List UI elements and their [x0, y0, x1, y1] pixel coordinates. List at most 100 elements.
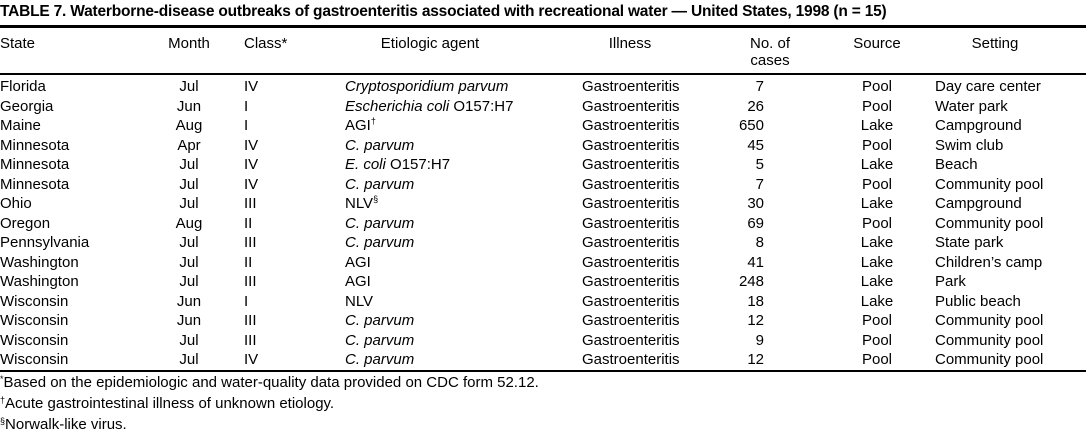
cell-state: Wisconsin — [0, 351, 69, 368]
cell-illness: Gastroenteritis — [582, 273, 680, 290]
cell-class: IV — [244, 351, 259, 368]
table-row: Wisconsin Jul III C. parvum Gastroenteritis 9… — [0, 331, 1086, 351]
table-row: Maine Aug I AGI† Gastroenteritis 650 Lake Campg… — [0, 116, 1086, 136]
cell-illness: Gastroenteritis — [582, 117, 680, 134]
cell-setting: Community pool — [935, 175, 1044, 193]
cell-class: I — [244, 97, 249, 115]
header-rule — [0, 73, 1086, 75]
cell-setting: State park — [935, 234, 1004, 251]
cell-state: Florida — [0, 78, 46, 95]
agent-plain: NLV — [345, 195, 374, 212]
cell-agent: Cryptosporidium parvum — [345, 77, 508, 97]
table-row: Minnesota Apr IV C. parvum Gastroenteritis 45… — [0, 136, 1086, 156]
cell-source: Pool — [861, 351, 893, 368]
agent-italic: Escherichia coli — [345, 97, 450, 115]
cell-setting: Day care center — [935, 78, 1041, 95]
cell-month: Jul — [179, 78, 199, 95]
cell-source: Lake — [860, 234, 894, 251]
cell-month: Jun — [176, 312, 202, 329]
cell-state: Wisconsin — [0, 292, 69, 310]
cell-agent: C. parvum — [345, 233, 414, 253]
header-row: State Month Class* Etiologic agent Illne… — [0, 34, 1086, 69]
cell-state: Minnesota — [0, 175, 70, 193]
cell-agent: AGI — [345, 253, 371, 273]
header-cases-line2: cases — [750, 52, 790, 69]
cell-class: III — [244, 234, 257, 251]
agent-plain: NLV — [345, 292, 374, 310]
cell-source: Pool — [861, 214, 893, 232]
cell-cases: 248 — [738, 273, 764, 290]
cell-illness: Gastroenteritis — [582, 97, 680, 115]
header-source: Source — [853, 35, 901, 52]
table-title: TABLE 7. Waterborne-disease outbreaks of… — [0, 3, 887, 20]
cell-state: Ohio — [0, 195, 32, 212]
table-row: Minnesota Jul IV E. coli O157:H7 Gastroenter… — [0, 155, 1086, 175]
cell-illness: Gastroenteritis — [582, 175, 680, 193]
agent-italic: C. parvum — [345, 214, 415, 232]
cell-source: Lake — [860, 253, 894, 271]
table-row: Pennsylvania Jul III C. parvum Gastroenterit… — [0, 233, 1086, 253]
cell-state: Wisconsin — [0, 312, 69, 329]
header-setting: Setting — [971, 35, 1019, 52]
cell-agent: C. parvum — [345, 214, 414, 234]
table-row: Minnesota Jul IV C. parvum Gastroenteritis 7 P… — [0, 175, 1086, 195]
cell-source: Pool — [861, 136, 893, 154]
cell-class: III — [244, 195, 257, 212]
table-row: Washington Jul II AGI Gastroenteritis 41 Lake C… — [0, 253, 1086, 273]
cell-source: Pool — [861, 78, 893, 95]
agent-italic: Cryptosporidium parvum — [345, 78, 509, 95]
cell-illness: Gastroenteritis — [582, 156, 680, 173]
header-cases: No. of cases — [740, 35, 800, 69]
cell-class: III — [244, 331, 257, 349]
cell-setting: Community pool — [935, 331, 1044, 349]
cell-state: Minnesota — [0, 156, 70, 173]
table-row: Ohio Jul III NLV§ Gastroenteritis 30 Lake Campg… — [0, 194, 1086, 214]
table-row: Wisconsin Jun I NLV Gastroenteritis 18 Lake Pub… — [0, 292, 1086, 312]
cell-setting: Campground — [935, 195, 1022, 212]
cell-setting: Children’s camp — [935, 253, 1043, 271]
cell-illness: Gastroenteritis — [582, 214, 680, 232]
agent-plain: O157:H7 — [449, 97, 514, 115]
cell-state: Minnesota — [0, 136, 70, 154]
cell-source: Lake — [860, 273, 894, 290]
cell-month: Jul — [179, 175, 199, 193]
cell-month: Aug — [175, 214, 203, 232]
agent-italic: C. parvum — [345, 331, 415, 349]
cell-month: Jul — [179, 273, 199, 290]
table-row: Georgia Jun I Escherichia coli O157:H7 Gastr… — [0, 97, 1086, 117]
cell-state: Washington — [0, 253, 79, 271]
header-month: Month — [168, 35, 210, 52]
agent-plain: AGI — [345, 253, 371, 271]
cell-agent: C. parvum — [345, 136, 414, 156]
cell-setting: Community pool — [935, 351, 1044, 368]
cell-month: Jul — [179, 195, 199, 212]
footnote-mark: † — [0, 395, 6, 405]
cell-agent: C. parvum — [345, 350, 414, 370]
cell-cases: 9 — [755, 331, 764, 349]
cell-month: Jul — [179, 156, 199, 173]
agent-plain: AGI — [345, 117, 371, 134]
cell-agent: C. parvum — [345, 175, 414, 195]
cell-agent: C. parvum — [345, 331, 414, 351]
cell-cases: 30 — [747, 195, 764, 212]
cell-illness: Gastroenteritis — [582, 234, 680, 251]
cell-month: Apr — [177, 136, 201, 154]
cell-cases: 5 — [755, 156, 764, 173]
agent-plain: AGI — [345, 273, 371, 290]
cell-class: III — [244, 312, 257, 329]
cell-month: Jul — [179, 331, 199, 349]
footnote: §Norwalk-like virus. — [0, 416, 127, 433]
table-row: Washington Jul III AGI Gastroenteritis 248 Lak… — [0, 272, 1086, 292]
cell-cases: 7 — [755, 175, 764, 193]
cell-illness: Gastroenteritis — [582, 331, 680, 349]
cell-illness: Gastroenteritis — [582, 351, 680, 368]
cell-agent: Escherichia coli O157:H7 — [345, 97, 513, 117]
cell-agent: AGI† — [345, 116, 376, 136]
cell-class: IV — [244, 156, 259, 173]
cell-class: I — [244, 117, 249, 134]
cell-month: Aug — [175, 117, 203, 134]
footnote-mark: * — [0, 374, 4, 384]
header-illness: Illness — [608, 35, 652, 52]
cell-cases: 8 — [755, 234, 764, 251]
